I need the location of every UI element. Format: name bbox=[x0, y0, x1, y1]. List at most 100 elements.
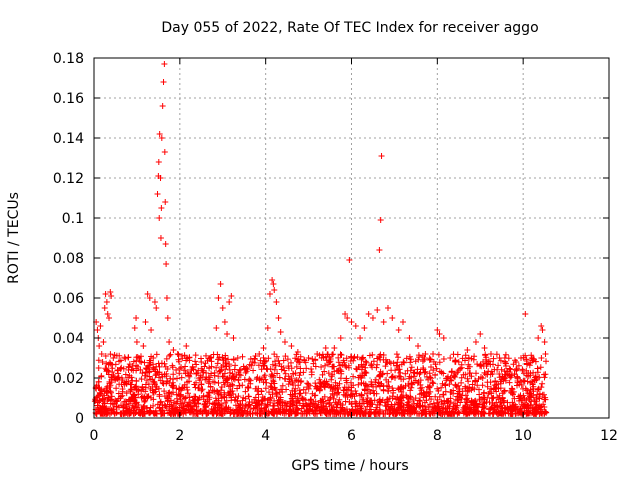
data-point bbox=[384, 305, 391, 311]
x-tick-label: 12 bbox=[600, 428, 618, 444]
data-point bbox=[522, 311, 529, 317]
data-point bbox=[174, 351, 181, 357]
x-tick-label: 2 bbox=[175, 428, 184, 444]
data-point bbox=[542, 351, 549, 357]
data-point bbox=[481, 345, 488, 351]
data-point bbox=[374, 307, 381, 313]
data-point bbox=[94, 327, 101, 333]
y-tick-label: 0.08 bbox=[53, 251, 84, 267]
data-point bbox=[395, 327, 402, 333]
chart-title: Day 055 of 2022, Rate Of TEC Index for r… bbox=[161, 20, 538, 36]
data-point bbox=[273, 299, 280, 305]
data-point bbox=[148, 327, 155, 333]
data-point bbox=[369, 315, 376, 321]
data-point bbox=[487, 351, 494, 357]
data-point bbox=[389, 315, 396, 321]
data-point bbox=[288, 343, 295, 349]
tick-marks bbox=[93, 57, 610, 419]
data-point bbox=[138, 359, 145, 365]
data-point bbox=[378, 153, 385, 159]
data-point bbox=[97, 323, 104, 329]
data-point bbox=[162, 241, 169, 247]
data-point bbox=[158, 135, 165, 141]
data-point bbox=[213, 325, 220, 331]
data-point bbox=[151, 299, 158, 305]
data-point bbox=[98, 351, 105, 357]
y-tick-label: 0.16 bbox=[53, 91, 84, 107]
y-tick-labels: 0 0.02 0.04 0.06 0.08 0.1 0.12 0.14 0.16 0.18 bbox=[53, 51, 84, 427]
data-point bbox=[110, 355, 117, 361]
data-points bbox=[91, 61, 550, 417]
data-point bbox=[170, 347, 177, 353]
data-point bbox=[264, 325, 271, 331]
point-cloud bbox=[91, 351, 550, 417]
data-point bbox=[102, 291, 109, 297]
data-point bbox=[440, 335, 447, 341]
data-point bbox=[142, 319, 149, 325]
data-point bbox=[144, 291, 151, 297]
data-point bbox=[156, 215, 163, 221]
data-point bbox=[406, 335, 413, 341]
data-point bbox=[234, 355, 241, 361]
data-point bbox=[477, 331, 484, 337]
data-point bbox=[322, 345, 329, 351]
data-point bbox=[133, 339, 140, 345]
data-point bbox=[108, 293, 115, 299]
data-point bbox=[256, 351, 263, 357]
data-point bbox=[107, 289, 114, 295]
data-point bbox=[342, 311, 349, 317]
y-tick-label: 0.02 bbox=[53, 371, 84, 387]
data-point bbox=[352, 323, 359, 329]
data-point bbox=[161, 61, 168, 67]
data-point bbox=[348, 319, 355, 325]
data-point bbox=[146, 295, 153, 301]
data-point bbox=[157, 235, 164, 241]
data-point bbox=[96, 343, 103, 349]
data-point bbox=[224, 331, 231, 337]
data-point bbox=[166, 339, 173, 345]
data-point bbox=[472, 339, 479, 345]
data-point bbox=[400, 319, 406, 325]
x-tick-label: 10 bbox=[514, 428, 532, 444]
data-point bbox=[155, 159, 162, 165]
data-point bbox=[415, 343, 422, 349]
x-tick-label: 0 bbox=[90, 428, 99, 444]
y-tick-label: 0.18 bbox=[53, 51, 84, 67]
data-point bbox=[163, 295, 170, 301]
x-tick-label: 6 bbox=[347, 428, 356, 444]
x-tick-labels: 0 2 4 6 8 10 12 bbox=[90, 428, 618, 444]
data-point bbox=[436, 331, 443, 337]
data-point bbox=[535, 335, 542, 341]
data-point bbox=[131, 325, 138, 331]
y-axis-label: ROTI / TECUs bbox=[6, 192, 22, 284]
data-point bbox=[447, 355, 454, 361]
data-point bbox=[331, 345, 338, 351]
data-point bbox=[260, 345, 267, 351]
data-point bbox=[269, 277, 276, 283]
data-point bbox=[215, 295, 222, 301]
x-tick-label: 8 bbox=[433, 428, 442, 444]
data-point bbox=[270, 281, 277, 287]
data-point bbox=[183, 343, 190, 349]
x-tick-label: 4 bbox=[261, 428, 270, 444]
data-point bbox=[271, 287, 278, 293]
data-point bbox=[217, 281, 224, 287]
data-point bbox=[162, 199, 169, 205]
data-point bbox=[161, 149, 168, 155]
data-point bbox=[275, 315, 282, 321]
data-point bbox=[157, 175, 164, 181]
data-point bbox=[163, 261, 170, 267]
data-point bbox=[104, 311, 111, 317]
data-point bbox=[277, 329, 284, 335]
data-point bbox=[106, 315, 113, 321]
data-point bbox=[361, 325, 368, 331]
grid-lines bbox=[94, 58, 609, 418]
data-point bbox=[154, 191, 161, 197]
data-point bbox=[164, 315, 171, 321]
data-point bbox=[365, 311, 372, 317]
data-point bbox=[133, 315, 140, 321]
data-point bbox=[103, 299, 110, 305]
data-point bbox=[344, 315, 351, 321]
data-point bbox=[346, 257, 353, 263]
